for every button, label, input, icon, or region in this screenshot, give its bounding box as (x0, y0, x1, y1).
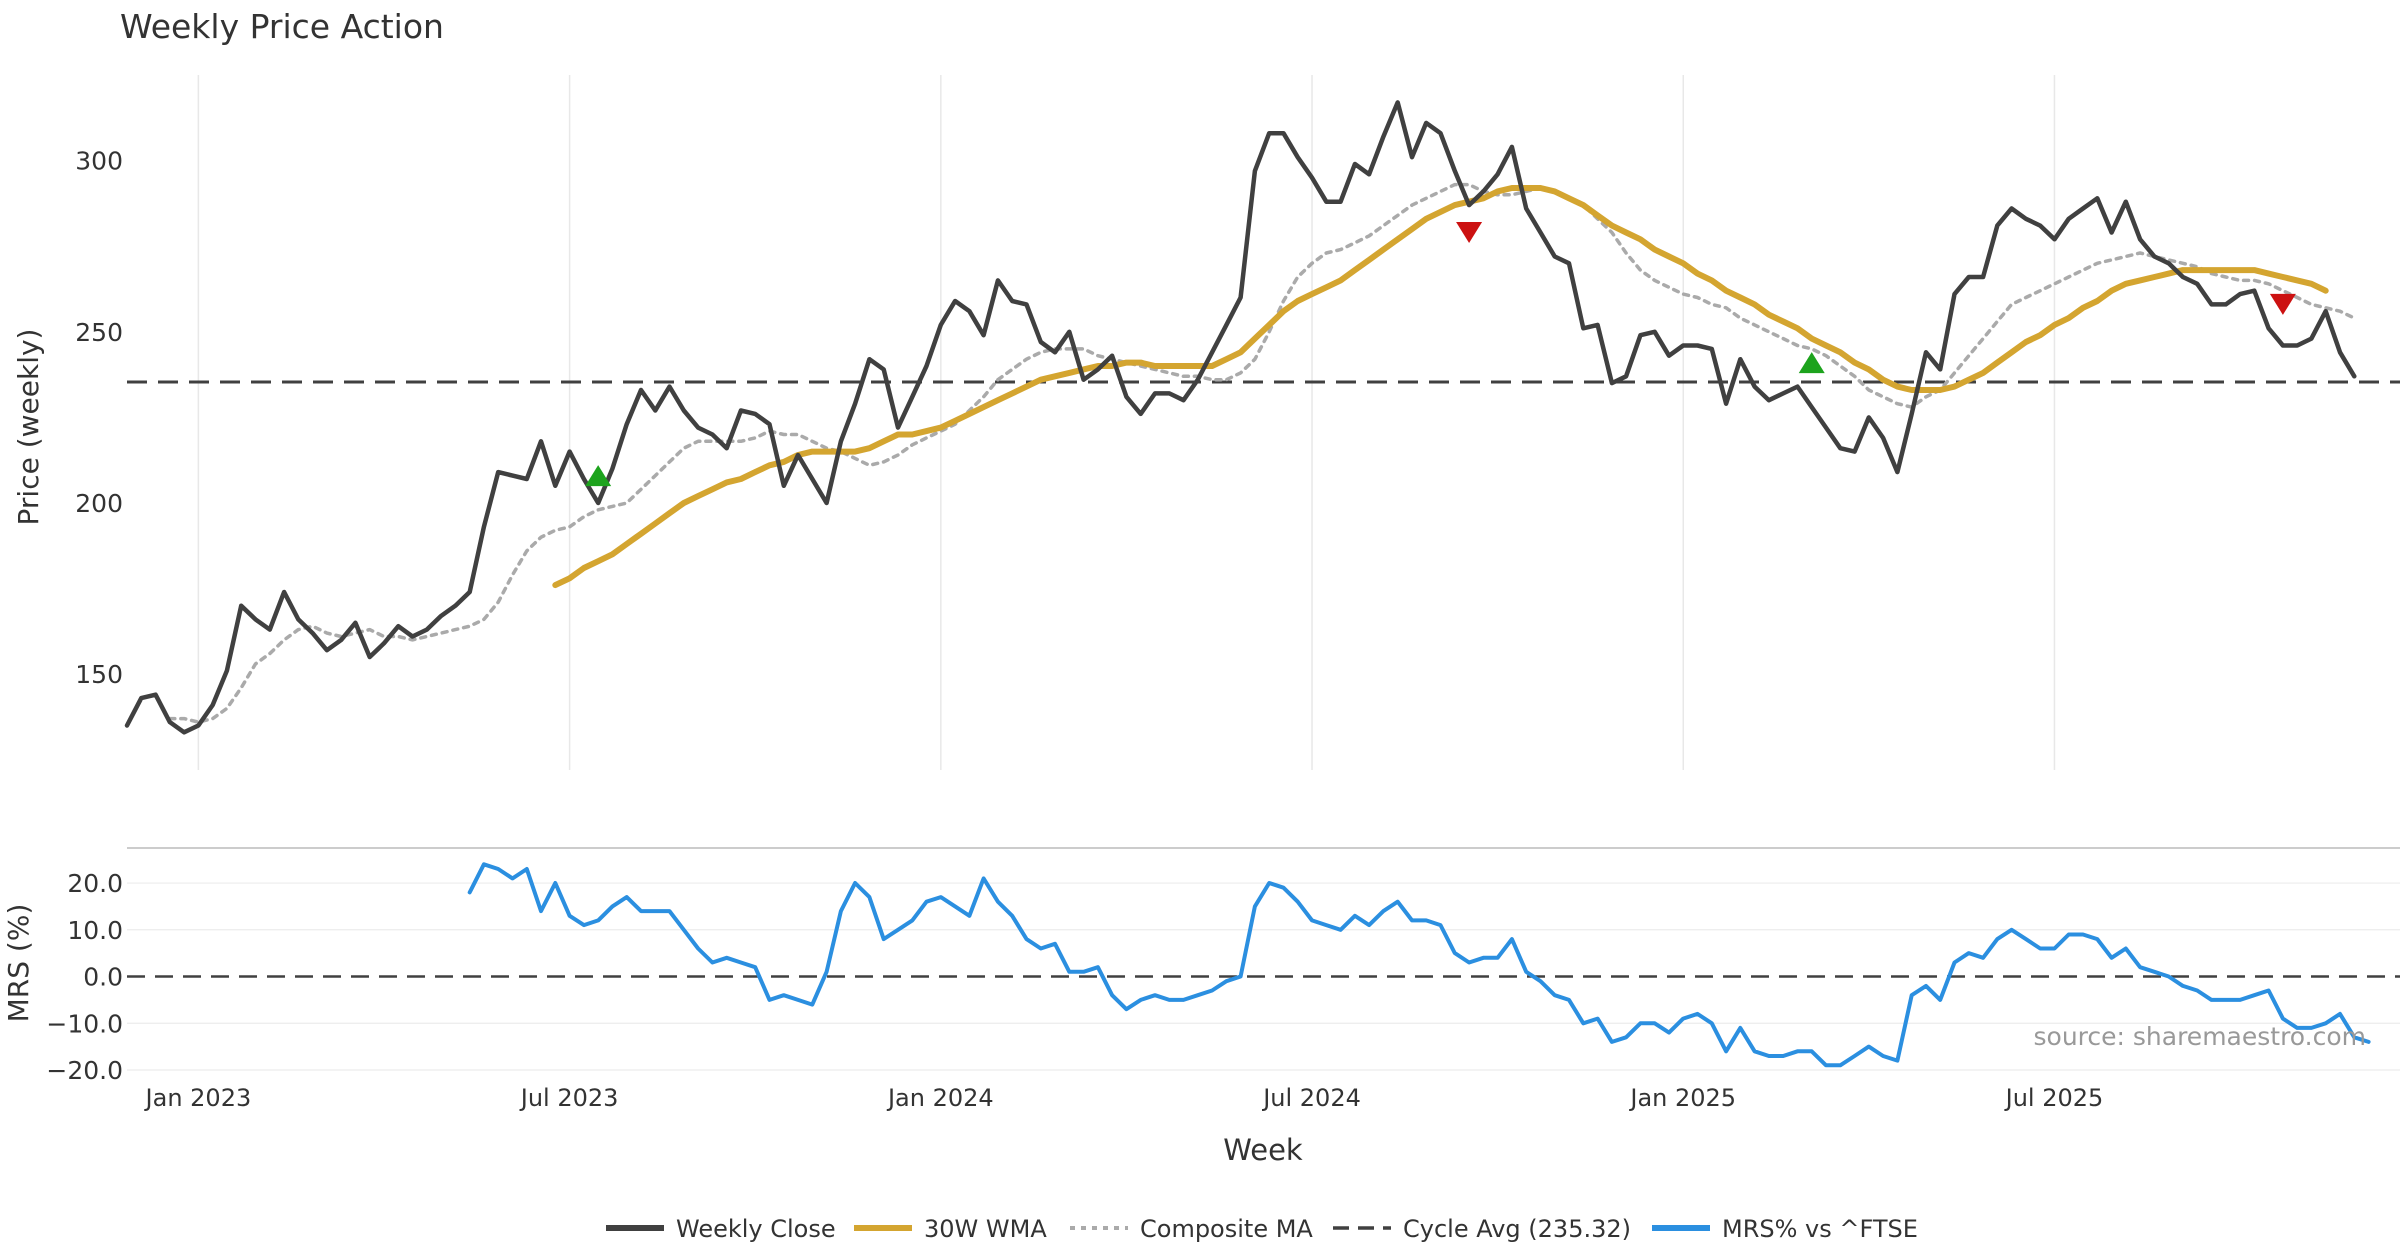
legend-label: Weekly Close (676, 1215, 836, 1243)
price-y-tick-label: 150 (75, 660, 123, 689)
mrs-y-tick-label: −10.0 (46, 1009, 123, 1038)
mrs-y-tick-label: −20.0 (46, 1056, 123, 1085)
mrs-y-tick-label: 20.0 (67, 869, 123, 898)
x-tick-label: Jan 2025 (1628, 1084, 1736, 1112)
legend-label: 30W WMA (924, 1215, 1047, 1243)
chart-title: Weekly Price Action (120, 7, 444, 46)
mrs-series-group (467, 862, 2371, 1068)
x-tick-label: Jan 2023 (144, 1084, 252, 1112)
legend: Weekly Close 30W WMA Composite MA Cycle Avg… (606, 1215, 1918, 1243)
x-axis-ticks: Jan 2023 Jul 2023 Jan 2024 Jul 2024 Jan 2025… (144, 1084, 2104, 1112)
mrs-y-axis-label: MRS (%) (2, 904, 35, 1023)
legend-label: Cycle Avg (235.32) (1403, 1215, 1631, 1243)
legend-label: Composite MA (1140, 1215, 1313, 1243)
legend-label: MRS% vs ^FTSE (1722, 1215, 1918, 1243)
sell-signal-marker (2269, 293, 2296, 315)
price-gridlines (197, 75, 2056, 770)
price-y-tick-label: 300 (75, 147, 123, 176)
price-y-tick-label: 200 (75, 489, 123, 518)
sell-signal-marker (1456, 221, 1483, 243)
price-panel: 150 200 250 300 Price (weekly) (12, 75, 2400, 770)
x-tick-label: Jan 2024 (886, 1084, 994, 1112)
wma-30w-line (552, 185, 2329, 589)
x-axis-label: Week (1223, 1133, 1303, 1167)
composite-ma-line (168, 182, 2357, 724)
mrs-line (467, 862, 2371, 1068)
source-attribution: source: sharemaestro.com (2034, 1022, 2367, 1051)
buy-signal-marker (1798, 352, 1825, 374)
price-y-axis-label: Price (weekly) (12, 329, 45, 526)
price-series-group (124, 100, 2357, 735)
signal-markers (585, 221, 2296, 487)
mrs-panel: 20.0 10.0 0.0 −10.0 −20.0 MRS (%) source: sh… (2, 847, 2400, 1085)
x-tick-label: Jul 2025 (2004, 1084, 2104, 1112)
mrs-y-tick-label: 10.0 (67, 916, 123, 945)
x-tick-label: Jul 2023 (519, 1084, 619, 1112)
price-y-tick-label: 250 (75, 318, 123, 347)
mrs-y-ticks: 20.0 10.0 0.0 −10.0 −20.0 (46, 869, 123, 1085)
weekly-close-line (124, 100, 2357, 735)
buy-signal-marker (585, 465, 612, 487)
mrs-gridlines (127, 882, 2400, 1071)
mrs-y-tick-label: 0.0 (83, 963, 123, 992)
price-y-ticks: 150 200 250 300 (75, 147, 123, 690)
x-tick-label: Jul 2024 (1261, 1084, 1361, 1112)
